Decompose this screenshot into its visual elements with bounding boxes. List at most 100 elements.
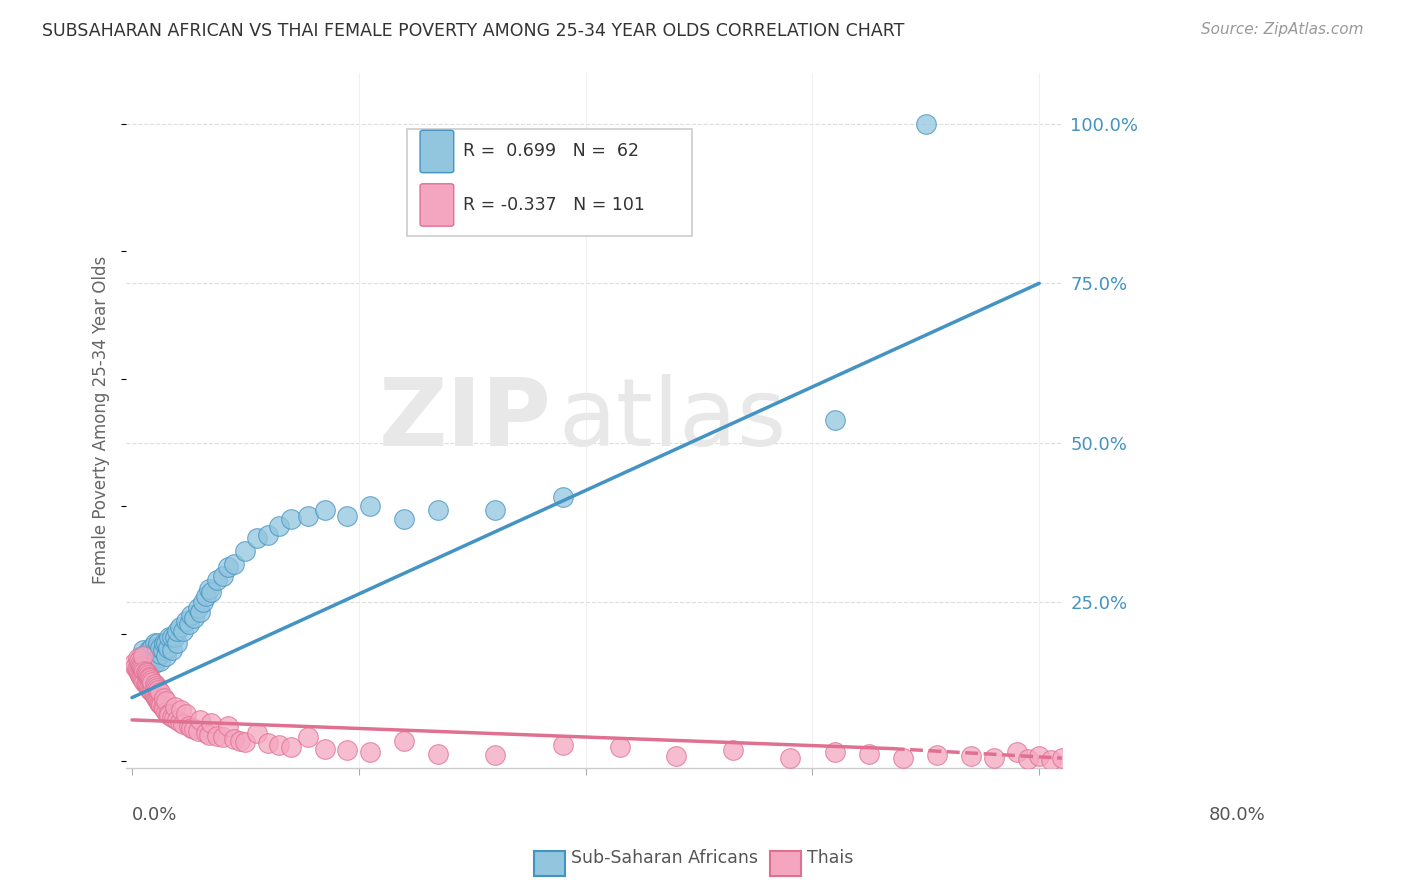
Point bbox=[180, 607, 202, 622]
Point bbox=[169, 714, 191, 729]
Point bbox=[132, 662, 155, 676]
Point bbox=[188, 713, 211, 727]
Point bbox=[222, 732, 245, 747]
Point bbox=[135, 656, 157, 670]
Point bbox=[157, 706, 180, 721]
Point bbox=[427, 747, 450, 761]
Point bbox=[145, 679, 167, 693]
Point bbox=[149, 697, 172, 711]
Point bbox=[141, 647, 163, 661]
Point bbox=[824, 413, 846, 427]
Point bbox=[269, 518, 291, 533]
Point bbox=[136, 679, 159, 693]
Text: SUBSAHARAN AFRICAN VS THAI FEMALE POVERTY AMONG 25-34 YEAR OLDS CORRELATION CHAR: SUBSAHARAN AFRICAN VS THAI FEMALE POVERT… bbox=[42, 22, 904, 40]
Point bbox=[165, 630, 187, 644]
Point bbox=[187, 601, 209, 615]
Point bbox=[125, 662, 148, 676]
Point bbox=[188, 605, 211, 619]
Point bbox=[143, 676, 166, 690]
Point bbox=[127, 651, 149, 665]
Point bbox=[132, 649, 155, 664]
Point bbox=[246, 725, 269, 739]
FancyBboxPatch shape bbox=[406, 128, 692, 236]
Point bbox=[235, 735, 257, 749]
Point bbox=[1028, 749, 1050, 764]
Point bbox=[1005, 745, 1028, 759]
Point bbox=[135, 676, 157, 690]
Point bbox=[1039, 753, 1062, 767]
Point bbox=[131, 660, 153, 674]
Point bbox=[128, 666, 150, 681]
Point bbox=[157, 708, 180, 723]
Point bbox=[145, 690, 167, 705]
Point bbox=[177, 719, 200, 733]
Point bbox=[132, 642, 155, 657]
Point bbox=[134, 674, 156, 689]
Point bbox=[143, 656, 166, 670]
Point bbox=[914, 117, 936, 131]
Point bbox=[172, 717, 194, 731]
Point bbox=[150, 698, 173, 713]
Point bbox=[149, 685, 172, 699]
Point bbox=[205, 729, 228, 743]
Point bbox=[359, 745, 381, 759]
Point bbox=[148, 696, 170, 710]
Point bbox=[135, 665, 157, 679]
Point bbox=[141, 685, 163, 699]
Y-axis label: Female Poverty Among 25-34 Year Olds: Female Poverty Among 25-34 Year Olds bbox=[93, 256, 110, 584]
Point bbox=[200, 716, 222, 731]
Point bbox=[297, 508, 319, 523]
Point bbox=[141, 640, 163, 654]
Point bbox=[891, 751, 914, 765]
Point bbox=[141, 684, 163, 698]
Point bbox=[143, 636, 166, 650]
Point bbox=[127, 656, 149, 670]
Point bbox=[128, 654, 150, 668]
Point bbox=[166, 624, 188, 638]
Point bbox=[187, 723, 209, 738]
Point bbox=[160, 709, 183, 723]
Point bbox=[122, 656, 145, 670]
Point bbox=[198, 582, 221, 597]
Point bbox=[146, 640, 169, 655]
Point bbox=[609, 740, 631, 755]
Point bbox=[824, 745, 846, 759]
Point bbox=[138, 670, 160, 684]
Point bbox=[217, 719, 239, 733]
Point bbox=[160, 630, 183, 644]
Point bbox=[314, 502, 336, 516]
Point bbox=[129, 649, 152, 664]
Point bbox=[135, 678, 157, 692]
Point bbox=[180, 721, 202, 735]
Point bbox=[170, 703, 193, 717]
Point bbox=[200, 585, 222, 599]
Point bbox=[152, 690, 174, 705]
Point bbox=[193, 595, 215, 609]
Point bbox=[149, 640, 172, 655]
Point bbox=[124, 660, 146, 674]
Point bbox=[146, 651, 169, 665]
Point bbox=[138, 642, 160, 657]
Point bbox=[205, 573, 228, 587]
Point bbox=[138, 656, 160, 670]
Text: atlas: atlas bbox=[558, 375, 787, 467]
Point bbox=[129, 657, 152, 672]
Point bbox=[132, 673, 155, 687]
Point bbox=[960, 749, 983, 764]
Point bbox=[155, 705, 177, 719]
Point bbox=[166, 636, 188, 650]
Point bbox=[269, 739, 291, 753]
Text: Thais: Thais bbox=[807, 849, 853, 867]
Point bbox=[129, 669, 152, 683]
Point bbox=[152, 702, 174, 716]
Point bbox=[165, 700, 187, 714]
Point bbox=[183, 611, 205, 625]
Point bbox=[146, 682, 169, 697]
Point bbox=[176, 706, 198, 721]
Point bbox=[551, 490, 574, 504]
Point bbox=[157, 630, 180, 644]
Point bbox=[160, 642, 183, 657]
Point bbox=[143, 649, 166, 664]
Point bbox=[155, 649, 177, 664]
Point bbox=[152, 700, 174, 714]
